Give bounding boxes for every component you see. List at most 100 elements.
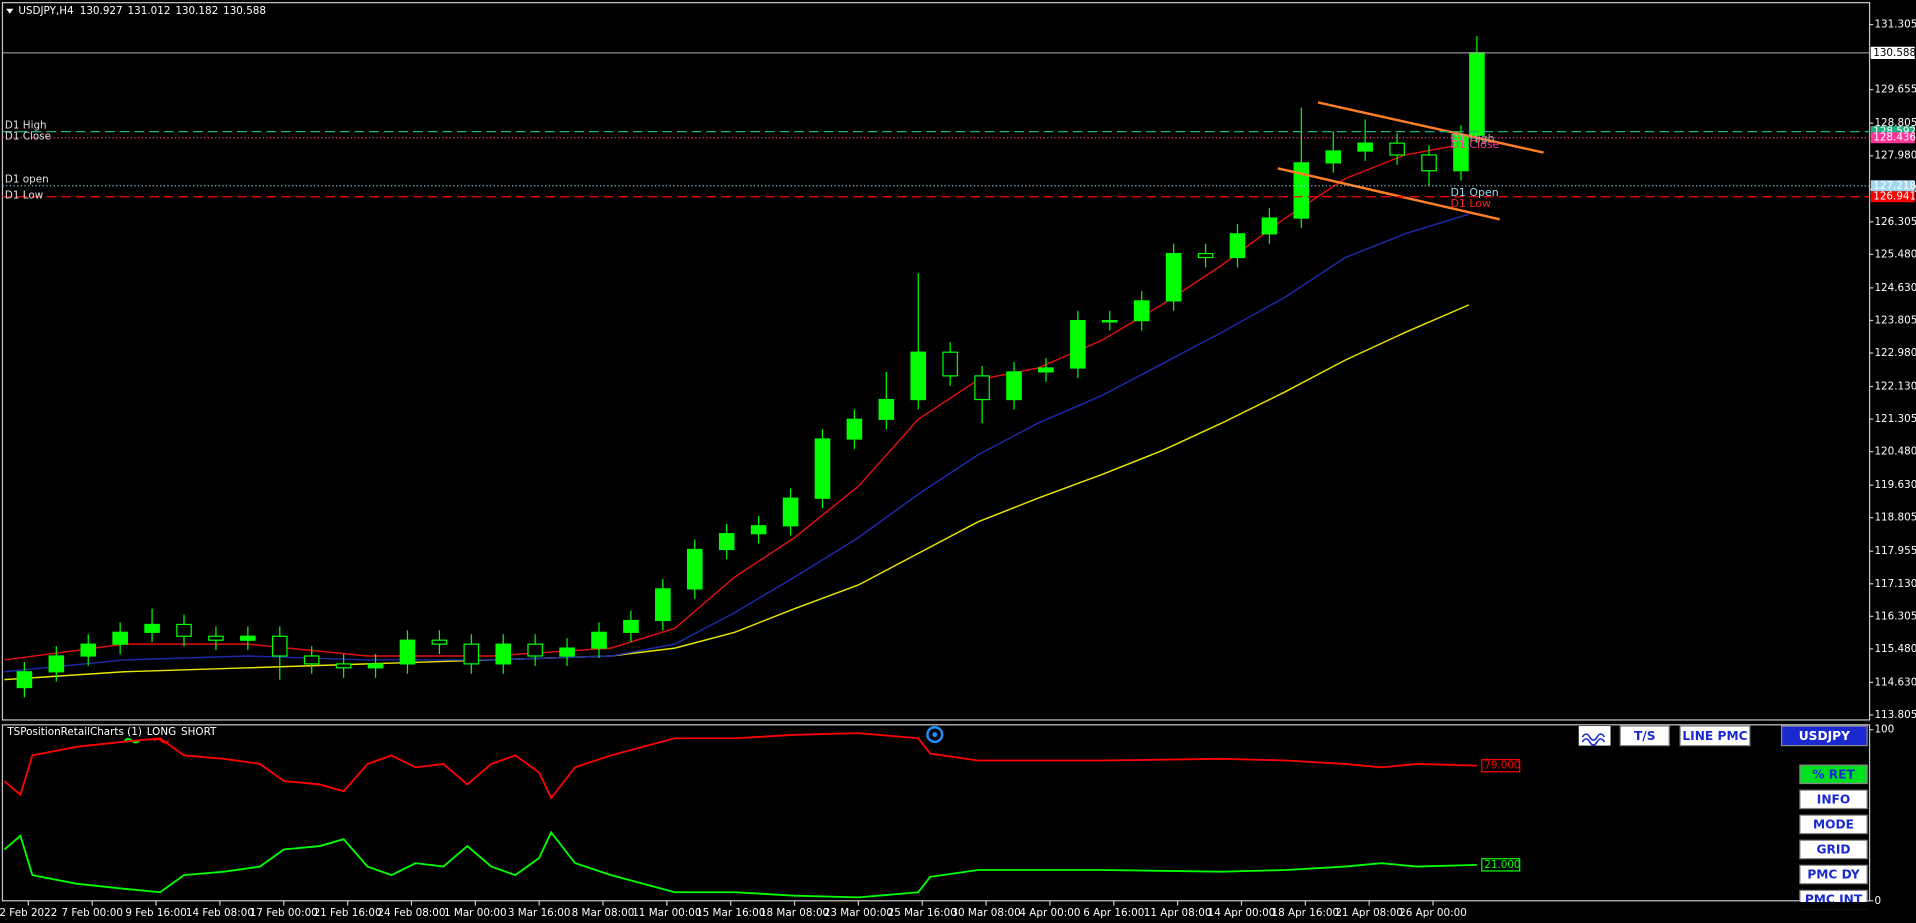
- candle-body: [1389, 142, 1405, 156]
- value-label-box: [1481, 858, 1521, 872]
- level-label-right: D1 Close: [1450, 138, 1499, 151]
- x-tick-label: 7 Feb 00:00: [61, 907, 122, 919]
- side-button[interactable]: INFO: [1799, 789, 1868, 810]
- target-icon[interactable]: [926, 726, 944, 744]
- x-tick-label: 14 Feb 08:00: [186, 907, 254, 919]
- candle-body: [1229, 233, 1246, 259]
- indicator-line: [3, 830, 1477, 899]
- y-tick-label: 129.655: [1874, 84, 1916, 96]
- side-button[interactable]: % RET: [1799, 764, 1868, 785]
- toolbar-button[interactable]: LINE PMC: [1679, 725, 1751, 747]
- y-tick-label: 117.130: [1874, 578, 1916, 590]
- candle-body: [144, 623, 160, 633]
- candle-body: [591, 631, 607, 649]
- side-button[interactable]: GRID: [1799, 839, 1868, 860]
- candle-body: [271, 635, 288, 657]
- level-price-label: 127.218: [1873, 180, 1916, 192]
- x-tick-label: 6 Apr 16:00: [1083, 907, 1144, 919]
- side-button[interactable]: PMC DY: [1799, 864, 1868, 885]
- level-label-right: D1 Open: [1450, 186, 1498, 199]
- x-tick-label: 25 Mar 16:00: [888, 907, 957, 919]
- candle-body: [1261, 217, 1278, 235]
- value-label-box: [1481, 758, 1521, 773]
- candle-body: [1469, 52, 1485, 136]
- button-label: USDJPY: [1799, 729, 1850, 743]
- indicator-name: TSPositionRetailCharts (1): [6, 726, 142, 738]
- level-price-box: [1870, 180, 1915, 192]
- button-bg: [1799, 764, 1868, 785]
- x-tick-label: 3 Mar 16:00: [508, 907, 571, 919]
- candle-body: [750, 525, 767, 535]
- button-label: PMC DY: [1807, 868, 1860, 882]
- candle-body: [1101, 320, 1118, 323]
- button-label: INFO: [1817, 792, 1850, 806]
- wave-button[interactable]: [1578, 726, 1611, 746]
- y-tick-label: 131.305: [1874, 19, 1916, 31]
- toolbar-button[interactable]: USDJPY: [1780, 725, 1868, 747]
- x-tick-label: 26 Apr 00:00: [1399, 907, 1467, 919]
- x-tick-label: 30 Mar 08:00: [951, 907, 1020, 919]
- candle-body: [1325, 150, 1342, 164]
- level-price-label: 126.941: [1873, 191, 1916, 203]
- candle-body: [559, 647, 575, 657]
- x-tick-label: 18 Apr 16:00: [1271, 907, 1339, 919]
- button-label: % RET: [1812, 767, 1855, 781]
- toolbar-button[interactable]: T/S: [1619, 725, 1670, 747]
- header-high: 131.012: [128, 5, 171, 17]
- menu-arrow[interactable]: [6, 8, 14, 14]
- moving-average: [4, 304, 1470, 681]
- header-open: 130.927: [80, 5, 123, 17]
- button-label: T/S: [1634, 729, 1656, 743]
- candle-body: [782, 497, 799, 527]
- level-price-label: 128.436: [1873, 132, 1916, 144]
- level-label: D1 High: [5, 119, 47, 131]
- candle-body: [16, 671, 33, 689]
- button-bg: [1619, 725, 1670, 747]
- button-label: LINE PMC: [1682, 729, 1747, 743]
- candle-body: [48, 655, 65, 673]
- candle-body: [974, 375, 990, 401]
- level-price-box: [1870, 191, 1915, 203]
- x-tick-label: 23 Mar 00:00: [824, 907, 893, 919]
- x-tick-label: 9 Feb 16:00: [125, 907, 186, 919]
- side-button[interactable]: MODE: [1799, 814, 1868, 835]
- candle-body: [176, 623, 192, 637]
- candle-body: [112, 631, 128, 645]
- button-bg: [1780, 725, 1868, 747]
- candle-body: [1006, 371, 1022, 401]
- level-label: D1 Low: [5, 190, 44, 202]
- button-label: GRID: [1816, 843, 1850, 857]
- candle-body: [1421, 154, 1437, 172]
- level-label: D1 open: [5, 174, 49, 186]
- y-tick-label: 123.805: [1874, 314, 1916, 326]
- value-label: 79.000: [1484, 760, 1520, 772]
- button-bg: [1799, 839, 1868, 860]
- candle-body: [527, 643, 543, 657]
- candle-body: [1197, 252, 1214, 259]
- y-tick-label: 119.630: [1874, 479, 1916, 491]
- moving-average: [4, 213, 1470, 673]
- x-tick-label: 11 Mar 00:00: [632, 907, 701, 919]
- y-tick-label: 124.630: [1874, 282, 1916, 294]
- candle-body: [846, 418, 863, 440]
- y-tick-label: 114.630: [1874, 676, 1916, 688]
- x-tick-label: 8 Mar 08:00: [572, 907, 635, 919]
- candle-body: [814, 438, 831, 499]
- y-tick-label: 117.955: [1874, 545, 1916, 557]
- y-tick-label: 118.805: [1874, 512, 1916, 524]
- x-tick-label: 2 Feb 2022: [0, 907, 57, 919]
- current-price-box: [1870, 46, 1915, 59]
- indicator-line: [3, 732, 1477, 800]
- level-price-box: [1870, 132, 1915, 144]
- x-tick-label: 24 Feb 08:00: [377, 907, 445, 919]
- indicator-title: TSPositionRetailCharts (1) LONG SHORT: [6, 726, 217, 738]
- x-tick-label: 1 Mar 00:00: [444, 907, 507, 919]
- x-tick-label: 18 Mar 08:00: [760, 907, 829, 919]
- level-price-label: 128.592: [1873, 126, 1916, 138]
- y-tick-label: 126.305: [1874, 216, 1916, 228]
- x-tick-label: 21 Apr 08:00: [1335, 907, 1403, 919]
- candle-body: [208, 635, 224, 641]
- candle-body: [495, 643, 512, 665]
